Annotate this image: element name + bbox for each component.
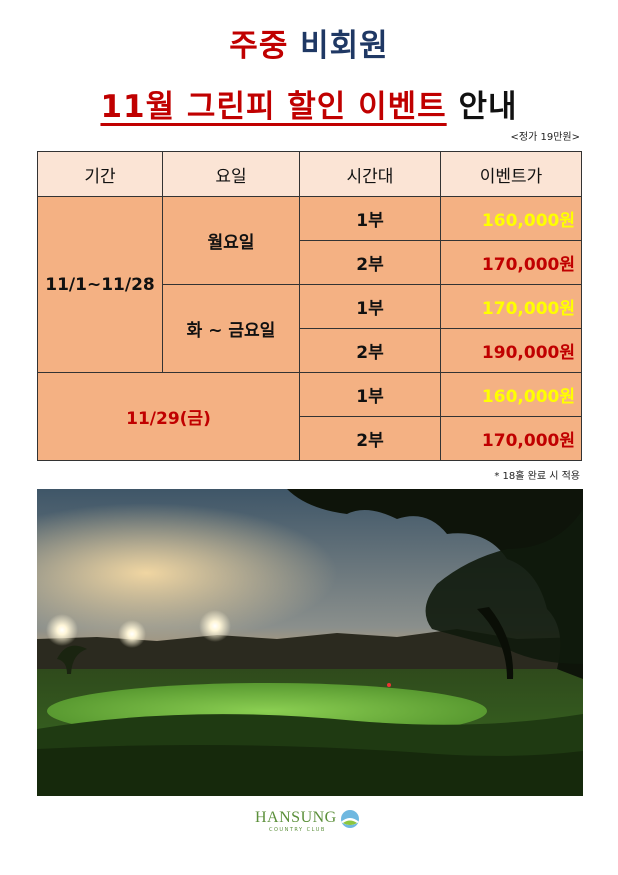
title-weekday: 주중 — [229, 28, 289, 64]
day-cell: 화 ~ 금요일 — [162, 284, 300, 373]
table-row: 2부 170,000원 — [38, 240, 582, 285]
price-cell: 160,000원 — [440, 196, 582, 241]
table-row: 2부 170,000원 — [38, 416, 582, 461]
title-non-member: 비회원 — [300, 28, 389, 64]
header-event-price: 이벤트가 — [440, 151, 582, 197]
table-row: 11/29(금) 1부 160,000원 — [37, 372, 582, 461]
time-slot-cell: 1부 — [299, 196, 441, 241]
period-cell-special: 11/29(금) — [37, 372, 300, 461]
table-row: 11/1~11/28 월요일 1부 160,000원 — [37, 196, 582, 373]
price-cell: 170,000원 — [440, 240, 582, 285]
regular-price-note: <정가 19만원> — [510, 132, 580, 143]
header-time-slot: 시간대 — [299, 151, 441, 197]
period-cell: 11/1~11/28 — [37, 196, 163, 373]
title-line-2: 11월 그린피 할인 이벤트 안내 — [0, 81, 618, 126]
price-cell: 170,000원 — [440, 284, 582, 329]
time-slot-cell: 2부 — [299, 328, 441, 373]
title-guide: 안내 — [458, 89, 518, 125]
price-cell: 160,000원 — [440, 372, 582, 417]
table-row: 2부 190,000원 — [38, 328, 582, 373]
hansung-logo: HANSUNG COUNTRY CLUB — [255, 806, 375, 846]
day-cell: 월요일 — [162, 196, 300, 285]
time-slot-cell: 2부 — [299, 240, 441, 285]
title-event: 11월 그린피 할인 이벤트 — [100, 89, 447, 125]
price-cell: 170,000원 — [440, 416, 582, 461]
logo-emblem-icon — [341, 810, 359, 828]
time-slot-cell: 2부 — [299, 416, 441, 461]
title-line-1: 주중 비회원 — [0, 20, 618, 65]
table-row: 화 ~ 금요일 1부 170,000원 — [38, 284, 582, 373]
price-table: 기간 요일 시간대 이벤트가 11/1~11/28 월요일 1부 160,000… — [37, 151, 582, 461]
logo-name: HANSUNG — [255, 809, 337, 826]
golf-course-photo — [37, 489, 583, 796]
price-cell: 190,000원 — [440, 328, 582, 373]
header-day: 요일 — [162, 151, 300, 197]
time-slot-cell: 1부 — [299, 372, 441, 417]
time-slot-cell: 1부 — [299, 284, 441, 329]
footnote: * 18홀 완료 시 적용 — [494, 471, 580, 482]
logo-subtitle: COUNTRY CLUB — [269, 827, 326, 833]
table-header-row: 기간 요일 시간대 이벤트가 — [37, 151, 582, 197]
header-period: 기간 — [37, 151, 163, 197]
